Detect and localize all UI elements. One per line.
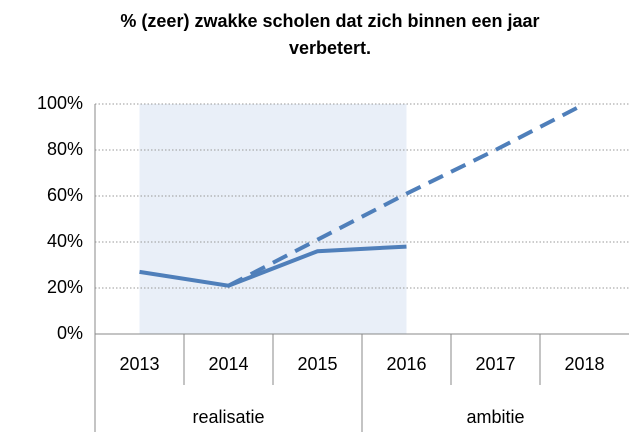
x-tick-label: 2014 bbox=[208, 354, 248, 374]
y-tick-label: 100% bbox=[37, 93, 83, 113]
x-tick-label: 2016 bbox=[386, 354, 426, 374]
y-tick-label: 0% bbox=[57, 323, 83, 343]
x-tick-label: 2018 bbox=[564, 354, 604, 374]
highlight-region bbox=[139, 104, 407, 334]
y-tick-label: 80% bbox=[47, 139, 83, 159]
group-label: ambitie bbox=[466, 407, 524, 427]
x-tick-label: 2013 bbox=[119, 354, 159, 374]
series-line bbox=[139, 244, 407, 288]
group-label: realisatie bbox=[192, 407, 264, 427]
y-tick-label: 40% bbox=[47, 231, 83, 251]
series-line bbox=[227, 102, 586, 288]
x-tick-label: 2015 bbox=[297, 354, 337, 374]
x-tick-label: 2017 bbox=[475, 354, 515, 374]
y-tick-label: 60% bbox=[47, 185, 83, 205]
chart-title: % (zeer) zwakke scholen dat zich binnen … bbox=[120, 11, 540, 58]
y-tick-label: 20% bbox=[47, 277, 83, 297]
